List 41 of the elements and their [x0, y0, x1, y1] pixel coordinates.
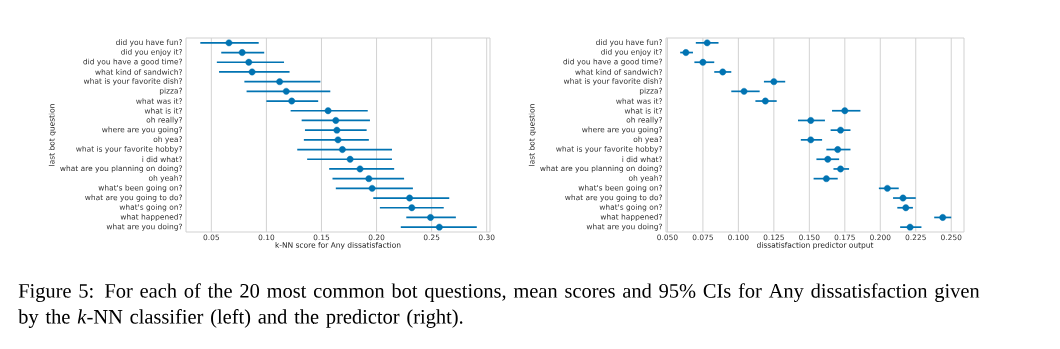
point: [719, 68, 727, 76]
point: [365, 175, 373, 183]
point: [824, 155, 832, 163]
point: [346, 155, 354, 163]
point: [334, 136, 342, 144]
point: [902, 204, 910, 212]
point: [408, 204, 416, 212]
caption: Figure 5: For each of the 20 most common bot questions, mean scores and 95% CIs for Any dissatisfaction given by the k-NN classifier (left) and the predictor (right).: [18, 283, 980, 328]
point: [406, 194, 413, 202]
point: [435, 223, 443, 231]
point: [288, 97, 296, 105]
point: [837, 165, 844, 173]
point: [807, 117, 815, 124]
point: [906, 223, 914, 231]
point: [682, 49, 690, 56]
point: [841, 107, 849, 115]
point: [332, 117, 340, 124]
point: [740, 87, 748, 95]
point: [837, 126, 844, 134]
point: [770, 78, 778, 86]
point: [699, 58, 707, 66]
point: [368, 184, 376, 192]
point: [899, 194, 907, 202]
point: [324, 107, 332, 115]
point: [807, 136, 815, 144]
point: [883, 184, 891, 192]
point: [356, 165, 364, 173]
point: [703, 39, 711, 47]
point: [822, 175, 830, 183]
point: [238, 49, 246, 56]
point: [427, 214, 434, 221]
point: [282, 87, 290, 95]
point: [245, 58, 253, 66]
point: [248, 68, 256, 76]
point: [276, 78, 284, 86]
point: [834, 146, 842, 153]
point: [339, 146, 346, 153]
point: [225, 39, 233, 47]
point: [939, 214, 947, 221]
point: [333, 126, 341, 134]
point: [761, 97, 769, 105]
